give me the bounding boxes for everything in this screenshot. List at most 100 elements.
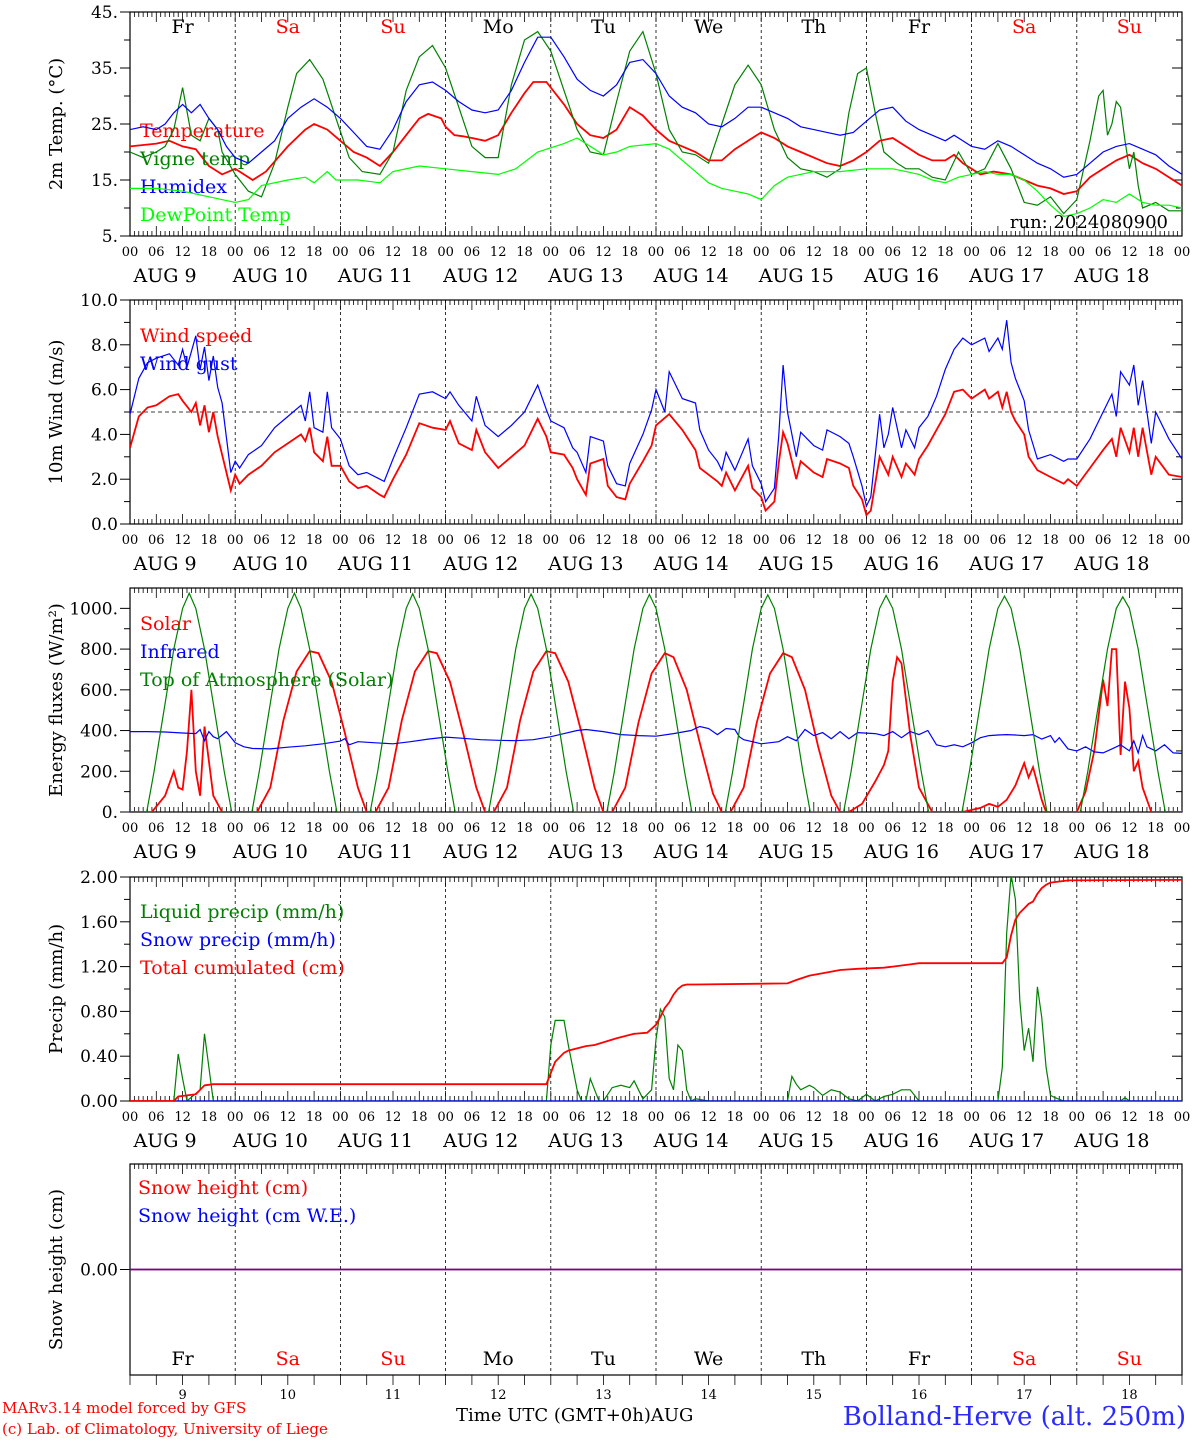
hour-tick-label: 06 [569, 533, 586, 548]
hour-tick-label: 06 [358, 533, 375, 548]
hour-tick-label: 18 [516, 533, 533, 548]
energy-series-infrared [130, 725, 1182, 755]
energy-ytick-label: 200. [80, 762, 118, 782]
day-number-label: 14 [700, 1388, 717, 1403]
hour-tick-label: 18 [411, 1110, 428, 1125]
hour-tick-label: 00 [437, 533, 454, 548]
date-label: AUG 16 [863, 265, 939, 287]
hour-tick-label: 18 [516, 1110, 533, 1125]
day-abbrev-label: Mo [483, 16, 514, 38]
date-label: AUG 15 [758, 553, 834, 575]
hour-tick-label: 12 [700, 245, 717, 260]
hour-tick-label: 12 [806, 533, 823, 548]
temperature-series-temperature [130, 81, 1182, 195]
wind-ytick-label: 2.0 [91, 470, 118, 490]
model-credit: MARv3.14 model forced by GFS [2, 1399, 247, 1417]
hour-tick-label: 00 [227, 1110, 244, 1125]
hour-tick-label: 06 [990, 533, 1007, 548]
hour-tick-label: 12 [280, 245, 297, 260]
hour-tick-label: 06 [884, 1110, 901, 1125]
date-label: AUG 17 [968, 265, 1044, 287]
hour-tick-label: 12 [700, 533, 717, 548]
energy-legend-entry: Infrared [140, 641, 220, 663]
hour-tick-label: 00 [227, 245, 244, 260]
snow-legend-entry: Snow height (cm W.E.) [138, 1205, 356, 1227]
hour-tick-label: 06 [569, 821, 586, 836]
hour-tick-label: 00 [753, 821, 770, 836]
hour-tick-label: 18 [201, 245, 218, 260]
hour-tick-label: 06 [674, 533, 691, 548]
date-label: AUG 10 [232, 1130, 308, 1152]
day-abbrev-label: Tu [591, 16, 616, 38]
snow-ylabel: Snow height (cm) [46, 1189, 67, 1350]
hour-tick-label: 06 [358, 821, 375, 836]
temperature-legend-entry: DewPoint Temp [140, 204, 291, 226]
hour-tick-label: 12 [911, 1110, 928, 1125]
hour-tick-label: 12 [1121, 821, 1138, 836]
precip-series-liquid-precip-mm-h- [130, 877, 1182, 1101]
day-number-label: 12 [490, 1388, 507, 1403]
hour-tick-label: 06 [253, 245, 270, 260]
hour-tick-label: 12 [490, 1110, 507, 1125]
energy-panel: 0. 200. 400. 600. 800. 1000.Energy fluxes (W/… [46, 587, 1190, 863]
hour-tick-label: 06 [358, 245, 375, 260]
date-label: AUG 14 [652, 841, 728, 863]
day-abbrev-label: Th [801, 16, 826, 38]
temperature-ytick-label: 5. [102, 227, 118, 247]
hour-tick-label: 18 [201, 1110, 218, 1125]
hour-tick-label: 18 [1147, 821, 1164, 836]
energy-ytick-label: 800. [80, 640, 118, 660]
hour-tick-label: 00 [332, 533, 349, 548]
temperature-panel: 5. 15. 25. 35. 45. 2m Temp. (°C) Temperature Vi… [46, 3, 1190, 287]
hour-tick-label: 12 [490, 821, 507, 836]
hour-tick-label: 18 [832, 533, 849, 548]
temperature-legend-entry: Temperature [140, 120, 264, 142]
wind-ytick-label: 10.0 [80, 291, 118, 311]
hour-tick-label: 06 [1095, 533, 1112, 548]
hour-tick-label: 00 [437, 245, 454, 260]
precip-ylabel: Precip (mm/h) [46, 924, 67, 1054]
hour-tick-label: 06 [990, 245, 1007, 260]
hour-tick-label: 12 [280, 533, 297, 548]
hour-tick-label: 00 [963, 1110, 980, 1125]
day-abbrev-label: Su [380, 16, 405, 38]
date-label: AUG 9 [133, 1130, 197, 1152]
day-abbrev-label: Fr [171, 16, 194, 38]
hour-tick-label: 12 [385, 1110, 402, 1125]
hour-tick-label: 18 [727, 821, 744, 836]
hour-tick-label: 06 [253, 533, 270, 548]
wind-ylabel: 10m Wind (m/s) [46, 340, 67, 485]
hour-tick-label: 06 [464, 1110, 481, 1125]
hour-tick-label: 12 [595, 821, 612, 836]
hour-tick-label: 18 [516, 821, 533, 836]
hour-tick-label: 06 [569, 245, 586, 260]
date-label: AUG 18 [1073, 1130, 1149, 1152]
date-label: AUG 14 [652, 1130, 728, 1152]
day-abbrev-label: Su [1117, 1348, 1142, 1370]
hour-tick-label: 12 [490, 245, 507, 260]
hour-tick-label: 18 [201, 821, 218, 836]
hour-tick-label: 00 [543, 533, 560, 548]
hour-tick-label: 06 [674, 245, 691, 260]
date-label: AUG 10 [232, 265, 308, 287]
day-number-label: 11 [385, 1388, 402, 1403]
date-label: AUG 12 [442, 841, 518, 863]
precip-ytick-label: 0.40 [80, 1047, 118, 1067]
hour-tick-label: 12 [174, 1110, 191, 1125]
day-abbrev-label: Sa [1012, 1348, 1036, 1370]
hour-tick-label: 12 [911, 245, 928, 260]
energy-ytick-label: 400. [80, 722, 118, 742]
date-label: AUG 17 [968, 553, 1044, 575]
hour-tick-label: 00 [648, 821, 665, 836]
hour-tick-label: 18 [1042, 533, 1059, 548]
precip-legend-entry: Total cumulated (cm) [140, 957, 345, 979]
hour-tick-label: 18 [1147, 1110, 1164, 1125]
hour-tick-label: 06 [1095, 1110, 1112, 1125]
date-label: AUG 13 [547, 1130, 623, 1152]
hour-tick-label: 12 [280, 821, 297, 836]
hour-tick-label: 18 [1042, 245, 1059, 260]
hour-tick-label: 18 [306, 245, 323, 260]
hour-tick-label: 18 [306, 1110, 323, 1125]
hour-tick-label: 18 [411, 533, 428, 548]
wind-series-wind-speed [130, 388, 1182, 517]
